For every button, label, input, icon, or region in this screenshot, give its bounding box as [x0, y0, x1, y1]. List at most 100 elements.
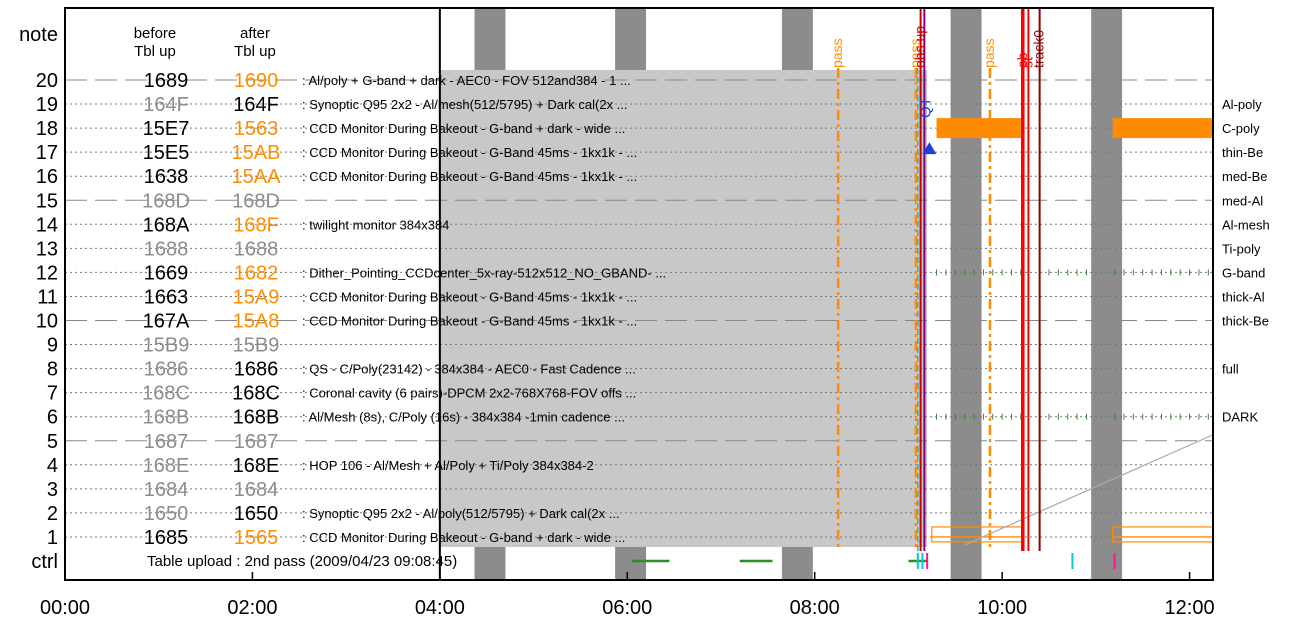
- row-before-2: 1650: [144, 503, 189, 525]
- row-before-18: 15E7: [143, 118, 190, 140]
- ctrl-label: ctrl: [31, 551, 58, 573]
- marker-label-0: obs up: [912, 26, 928, 68]
- row-after-6: 168B: [233, 407, 280, 429]
- row-after-14: 168F: [233, 214, 279, 236]
- row-before-11: 1663: [144, 286, 189, 308]
- row-number-11: 11: [37, 286, 58, 308]
- orange-outline-bar-1-top: [1112, 526, 1214, 538]
- row-before-9: 15B9: [143, 335, 190, 357]
- row-number-8: 8: [47, 359, 58, 381]
- orange-outline-bar-1-bottom: [1112, 536, 1214, 543]
- row-before-4: 168E: [143, 455, 190, 477]
- row-before-20: 1689: [144, 70, 189, 92]
- orange-bar-1: [1112, 118, 1213, 139]
- right-label-19: Al-poly: [1222, 97, 1262, 112]
- row-after-3: 1684: [234, 479, 279, 501]
- row-after-13: 1688: [234, 238, 279, 260]
- row-desc-8: : QS - C/Poly(23142) - 384x384 - AEC0 - …: [302, 362, 636, 377]
- row-number-19: 19: [36, 94, 58, 116]
- row-number-12: 12: [36, 262, 58, 284]
- row-after-19: 164F: [233, 94, 279, 116]
- row-desc-17: : CCD Monitor During Bakeout - G-Band 45…: [302, 145, 637, 160]
- row-number-1: 1: [47, 527, 58, 549]
- after-header-line1: after: [240, 25, 270, 42]
- row-after-5: 1687: [234, 431, 279, 453]
- row-before-10: 167A: [143, 311, 190, 333]
- row-before-6: 168B: [143, 407, 190, 429]
- plot-frame: [64, 7, 1214, 581]
- row-desc-6: : Al/Mesh (8s), C/Poly (16s) - 384x384 -…: [302, 410, 625, 425]
- row-desc-4: : HOP 106 - Al/Mesh + Al/Poly + Ti/Poly …: [302, 458, 594, 473]
- note-header: note: [19, 24, 58, 46]
- row-before-15: 168D: [142, 190, 190, 212]
- row-after-18: 1563: [234, 118, 279, 140]
- row-desc-16: : CCD Monitor During Bakeout - G-Band 45…: [302, 169, 637, 184]
- right-label-12: G-band: [1222, 265, 1265, 280]
- row-after-4: 168E: [233, 455, 280, 477]
- gray-trend-curve: [964, 434, 1214, 546]
- ctrl-text: Table upload : 2nd pass (2009/04/23 09:0…: [147, 553, 457, 570]
- row-before-12: 1669: [144, 262, 189, 284]
- x-tick-label-2: 04:00: [415, 597, 465, 619]
- row-desc-18: : CCD Monitor During Bakeout - G-band + …: [302, 121, 625, 136]
- orange-bar-0: [936, 118, 1023, 139]
- right-label-13: Ti-poly: [1222, 241, 1261, 256]
- row-desc-19: : Synoptic Q95 2x2 - Al/mesh(512/5795) +…: [302, 97, 628, 112]
- right-label-17: thin-Be: [1222, 145, 1263, 160]
- gray-band-3: [950, 8, 982, 580]
- row-after-16: 15AA: [232, 166, 282, 188]
- before-header-line1: before: [134, 25, 177, 42]
- row-desc-11: : CCD Monitor During Bakeout - G-Band 45…: [302, 289, 637, 304]
- x-tick-label-6: 12:00: [1165, 597, 1215, 619]
- before-header-line2: Tbl up: [134, 43, 176, 60]
- row-number-6: 6: [47, 407, 58, 429]
- x-tick-label-1: 02:00: [227, 597, 277, 619]
- qt-triangle: [922, 142, 937, 155]
- row-before-5: 1687: [144, 431, 189, 453]
- x-tick-label-5: 10:00: [977, 597, 1027, 619]
- row-after-9: 15B9: [233, 335, 280, 357]
- row-desc-12: : Dither_Pointing_CCDcenter_5x-ray-512x5…: [302, 265, 666, 280]
- pass-label-1: pass: [907, 38, 923, 68]
- row-after-20: 1690: [234, 70, 279, 92]
- row-number-4: 4: [47, 455, 58, 477]
- row-before-17: 15E5: [143, 142, 190, 164]
- right-label-15: med-Al: [1222, 193, 1263, 208]
- row-before-16: 1638: [144, 166, 189, 188]
- after-header-line2: Tbl up: [234, 43, 276, 60]
- row-number-20: 20: [36, 70, 58, 92]
- table-shaded-region: [439, 70, 928, 547]
- row-number-2: 2: [47, 503, 58, 525]
- row-after-11: 15A9: [233, 286, 280, 308]
- row-after-2: 1650: [234, 503, 279, 525]
- row-number-17: 17: [36, 142, 58, 164]
- row-desc-7: : Coronal cavity (6 pairs)-DPCM 2x2-768X…: [302, 386, 636, 401]
- row-number-18: 18: [36, 118, 58, 140]
- pass-label-2: pass: [981, 38, 997, 68]
- row-after-10: 15A8: [233, 311, 280, 333]
- row-before-14: 168A: [143, 214, 190, 236]
- row-before-3: 1684: [144, 479, 189, 501]
- row-before-1: 1685: [144, 527, 189, 549]
- row-after-12: 1682: [234, 262, 279, 284]
- pass-label-0: pass: [829, 38, 845, 68]
- x-tick-label-0: 00:00: [40, 597, 90, 619]
- row-number-14: 14: [36, 214, 58, 236]
- row-desc-2: : Synoptic Q95 2x2 - Al/poly(512/5795) +…: [302, 506, 620, 521]
- row-after-15: 168D: [232, 190, 280, 212]
- row-number-13: 13: [36, 238, 58, 260]
- marker-label-4: track0: [1031, 30, 1047, 68]
- row-desc-1: : CCD Monitor During Bakeout - G-band + …: [302, 530, 625, 545]
- row-desc-20: : Al/poly + G-band + dark - AEC0 - FOV 5…: [302, 73, 631, 88]
- row-number-5: 5: [47, 431, 58, 453]
- row-before-7: 168C: [142, 383, 190, 405]
- marker-label-2: ob: [1014, 52, 1030, 68]
- row-number-10: 10: [36, 311, 58, 333]
- row-before-19: 164F: [143, 94, 189, 116]
- right-label-10: thick-Be: [1222, 314, 1269, 329]
- right-label-16: med-Be: [1222, 169, 1268, 184]
- gray-band-4: [1091, 8, 1123, 580]
- right-label-14: Al-mesh: [1222, 217, 1270, 232]
